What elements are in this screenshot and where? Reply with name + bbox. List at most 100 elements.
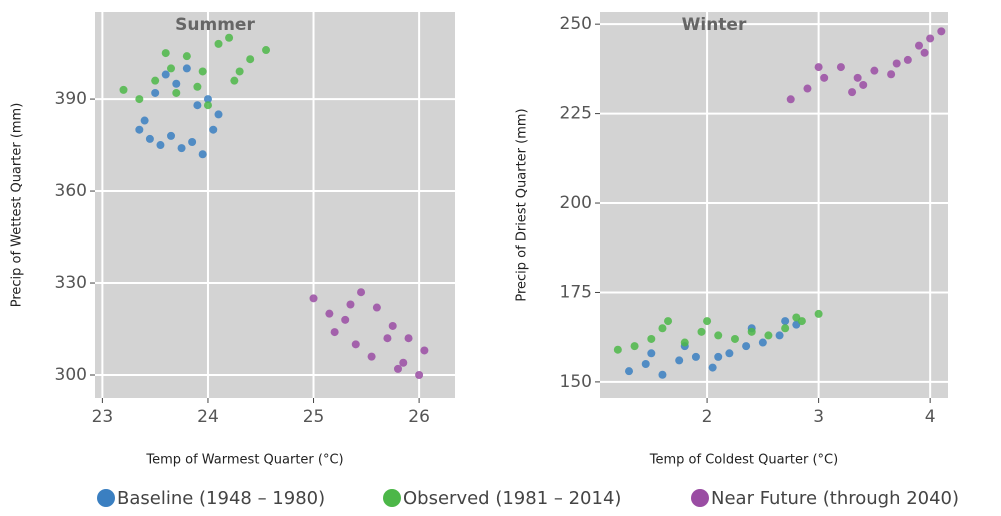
data-point	[664, 317, 673, 326]
data-point	[703, 317, 712, 326]
data-point	[209, 125, 218, 134]
data-point	[641, 360, 650, 369]
data-point	[697, 327, 706, 336]
data-point	[775, 331, 784, 340]
data-point	[151, 76, 160, 85]
y-tick-label: 150	[560, 372, 592, 392]
data-point	[680, 338, 689, 347]
data-point	[781, 324, 790, 333]
y-tick-label: 300	[55, 365, 87, 385]
data-point	[691, 352, 700, 361]
data-point	[161, 49, 170, 58]
data-point	[188, 137, 197, 146]
data-point	[172, 88, 181, 97]
data-point	[708, 363, 717, 372]
data-point	[747, 327, 756, 336]
y-tick-label: 175	[560, 282, 592, 302]
y-tick-label: 330	[55, 273, 87, 293]
x-tick-label: 2	[702, 407, 713, 427]
data-point	[246, 55, 255, 64]
data-point	[647, 334, 656, 343]
data-point	[135, 125, 144, 134]
data-point	[367, 352, 376, 361]
plot-background	[95, 12, 455, 398]
data-point	[156, 141, 165, 150]
data-point	[920, 48, 929, 57]
data-point	[135, 95, 144, 104]
data-point	[887, 70, 896, 79]
data-point	[225, 33, 234, 42]
data-point	[613, 345, 622, 354]
data-point	[151, 88, 160, 97]
data-point	[167, 131, 176, 140]
data-point	[235, 67, 244, 76]
data-point	[625, 367, 633, 376]
data-point	[903, 55, 912, 64]
data-point	[714, 331, 723, 340]
data-point	[792, 313, 801, 322]
data-point	[714, 352, 723, 361]
data-point	[915, 41, 923, 50]
data-point	[145, 134, 154, 143]
data-point	[262, 46, 271, 55]
legend-swatch	[97, 489, 115, 507]
data-point	[119, 85, 128, 94]
data-point	[725, 349, 734, 358]
data-point	[203, 101, 212, 110]
data-point	[937, 27, 946, 36]
data-point	[404, 334, 413, 343]
x-tick-label: 24	[197, 407, 219, 427]
data-point	[214, 110, 223, 119]
data-point	[630, 342, 639, 351]
data-point	[167, 64, 176, 73]
data-point	[346, 300, 355, 309]
data-point	[814, 63, 823, 72]
data-point	[351, 340, 360, 349]
data-point	[415, 371, 424, 380]
data-point	[193, 82, 202, 91]
data-point	[781, 317, 790, 326]
data-point	[230, 76, 239, 85]
legend-swatch	[383, 489, 401, 507]
data-point	[198, 150, 207, 159]
data-point	[758, 338, 767, 347]
data-point	[372, 303, 381, 312]
data-point	[383, 334, 392, 343]
y-axis-label: Precip of Driest Quarter (mm)	[515, 108, 530, 301]
data-point	[870, 66, 879, 75]
data-point	[730, 334, 739, 343]
x-tick-label: 23	[92, 407, 114, 427]
data-point	[309, 294, 318, 303]
data-point	[926, 34, 935, 43]
data-point	[892, 59, 901, 68]
data-point	[388, 321, 397, 330]
data-point	[742, 342, 751, 351]
x-tick-label: 26	[408, 407, 430, 427]
data-point	[836, 63, 845, 72]
y-tick-label: 225	[560, 104, 592, 124]
legend-label: Observed (1981 – 2014)	[403, 488, 621, 509]
data-point	[859, 80, 868, 89]
data-point	[764, 331, 773, 340]
data-point	[341, 315, 350, 324]
data-point	[140, 116, 149, 125]
data-point	[193, 101, 202, 110]
data-point	[420, 346, 429, 355]
x-tick-label: 4	[925, 407, 936, 427]
data-point	[325, 309, 334, 318]
data-point	[214, 39, 223, 48]
data-point	[647, 349, 656, 358]
data-point	[803, 84, 812, 93]
data-point	[357, 288, 366, 297]
panel-title: Winter	[682, 15, 747, 35]
x-tick-label: 3	[813, 407, 824, 427]
data-point	[658, 370, 667, 379]
data-point	[848, 88, 857, 97]
data-point	[786, 95, 795, 104]
data-point	[203, 95, 212, 104]
data-point	[820, 73, 829, 82]
data-point	[198, 67, 207, 76]
y-tick-label: 250	[560, 14, 592, 34]
data-point	[182, 64, 191, 73]
